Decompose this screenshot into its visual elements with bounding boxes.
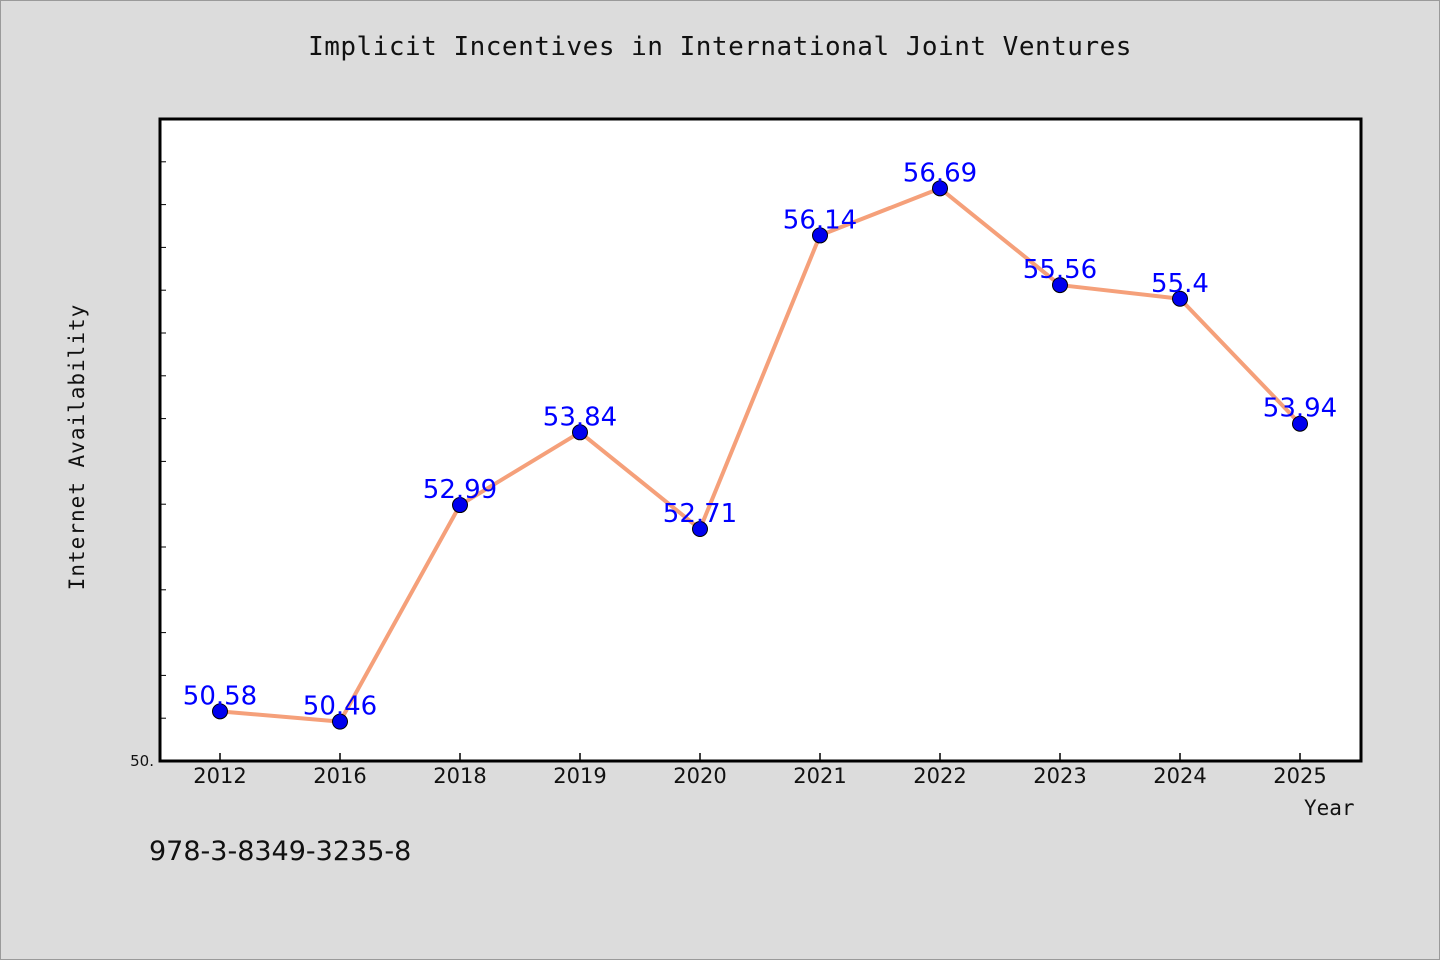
x-tick-label: 2022 [913, 764, 966, 788]
data-point [1052, 277, 1068, 294]
series-line [219, 186, 1302, 724]
x-tick-label: 2023 [1033, 764, 1086, 788]
x-tick-label: 2012 [193, 764, 246, 788]
data-label: 52.99 [423, 475, 497, 505]
x-tick-label: 2016 [313, 764, 366, 788]
data-point [932, 180, 948, 197]
data-point [692, 521, 708, 538]
data-label: 53.94 [1263, 394, 1337, 424]
chart-title: Implicit Incentives in International Joi… [308, 32, 1132, 62]
x-tick-label: 2018 [433, 764, 486, 788]
data-label: 56.69 [903, 158, 977, 188]
isbn-footer: 978-3-8349-3235-8 [149, 836, 412, 867]
data-label: 50.46 [303, 692, 377, 722]
x-tick-label: 2024 [1153, 764, 1206, 788]
data-label: 52.71 [663, 499, 737, 529]
x-tick-label: 2025 [1273, 764, 1326, 788]
data-point [1172, 290, 1188, 307]
data-label: 56.14 [783, 205, 857, 235]
data-point [812, 227, 828, 244]
x-tick-label: 2019 [553, 764, 606, 788]
x-tick-label: 2021 [793, 764, 846, 788]
data-label: 55.56 [1023, 255, 1097, 285]
data-label: 53.84 [543, 402, 617, 432]
plot-area [160, 119, 1361, 761]
data-point [452, 497, 468, 514]
data-label: 55.4 [1151, 269, 1209, 299]
data-point [332, 713, 348, 730]
data-point [212, 703, 228, 720]
data-label: 50.58 [183, 681, 257, 711]
x-axis-label: Year [1304, 796, 1355, 820]
data-point [572, 424, 588, 441]
y-tick-label: 50. [130, 752, 154, 770]
x-tick-label: 2020 [673, 764, 726, 788]
data-point [1292, 415, 1308, 432]
plot-border [158, 117, 1363, 763]
